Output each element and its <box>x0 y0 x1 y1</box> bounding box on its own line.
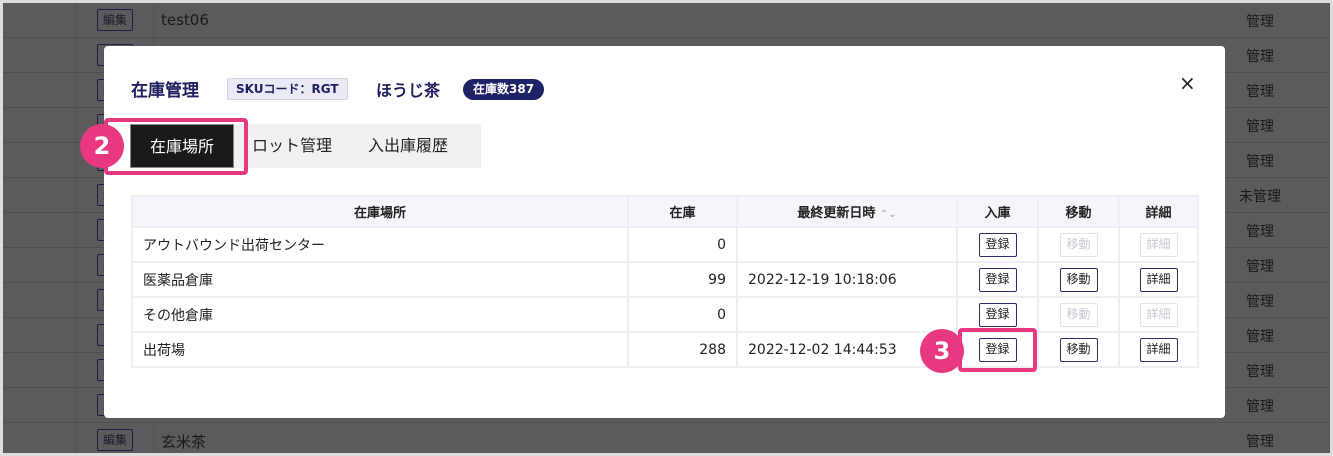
register-button[interactable]: 登録 <box>978 337 1017 362</box>
detail-button[interactable]: 詳細 <box>1139 337 1178 362</box>
updated-cell <box>736 226 958 263</box>
sort-icon[interactable]: ⌃⌄ <box>879 209 897 220</box>
table-row: 医薬品倉庫 99 2022-12-19 10:18:06 登録 移動 詳細 <box>131 261 1199 298</box>
step3-badge: 3 <box>920 329 964 373</box>
row-status: 管理 <box>1246 259 1274 275</box>
stock-cell: 0 <box>627 226 738 263</box>
tab-history[interactable]: 入出庫履歴 <box>368 136 449 155</box>
stock-cell: 99 <box>627 261 738 298</box>
step3-highlight <box>958 328 1037 372</box>
move-button[interactable]: 移動 <box>1059 337 1098 362</box>
row-status: 管理 <box>1246 84 1274 100</box>
col-updated-label: 最終更新日時 <box>797 206 876 221</box>
row-status: 管理 <box>1246 399 1274 415</box>
background-row: 編集 玄米茶 管理 <box>3 423 1330 453</box>
col-move: 移動 <box>1037 195 1120 228</box>
row-status: 管理 <box>1246 119 1274 135</box>
step2-badge: 2 <box>80 124 124 168</box>
row-status: 管理 <box>1246 434 1274 450</box>
updated-cell: 2022-12-19 10:18:06 <box>736 261 958 298</box>
move-button[interactable]: 移動 <box>1059 232 1098 257</box>
updated-cell <box>736 296 958 333</box>
location-cell: アウトバウンド出荷センター <box>131 226 629 263</box>
row-status: 管理 <box>1246 224 1274 240</box>
detail-button[interactable]: 詳細 <box>1139 267 1178 292</box>
product-name: ほうじ茶 <box>376 81 441 100</box>
row-name: 玄米茶 <box>161 433 207 451</box>
inventory-modal: 在庫管理 SKUコード：RGT ほうじ茶 在庫数387 × 在庫場所 ロット管理… <box>104 46 1225 418</box>
col-location: 在庫場所 <box>131 195 629 228</box>
location-cell: 医薬品倉庫 <box>131 261 629 298</box>
col-detail: 詳細 <box>1118 195 1199 228</box>
move-button[interactable]: 移動 <box>1059 302 1098 327</box>
location-table: 在庫場所 在庫 最終更新日時 ⌃⌄ 入庫 移動 詳細 アウトバウンド出荷センター… <box>131 195 1199 368</box>
edit-button[interactable]: 編集 <box>97 429 133 451</box>
row-status: 管理 <box>1246 294 1274 310</box>
table-row: その他倉庫 0 登録 移動 詳細 <box>131 296 1199 333</box>
col-updated[interactable]: 最終更新日時 ⌃⌄ <box>736 195 958 228</box>
stock-cell: 0 <box>627 296 738 333</box>
move-button[interactable]: 移動 <box>1059 267 1098 292</box>
edit-button[interactable]: 編集 <box>97 9 133 31</box>
background-row: 編集 test06 管理 <box>3 3 1330 38</box>
location-cell: 出荷場 <box>131 331 629 368</box>
row-status: 未管理 <box>1239 189 1281 205</box>
detail-button[interactable]: 詳細 <box>1139 232 1178 257</box>
tab-lot[interactable]: ロット管理 <box>252 136 333 155</box>
stock-count-badge: 在庫数387 <box>463 79 545 100</box>
row-status: 管理 <box>1246 14 1274 30</box>
col-in: 入庫 <box>956 195 1039 228</box>
register-button[interactable]: 登録 <box>978 302 1017 327</box>
row-status: 管理 <box>1246 49 1274 65</box>
sku-badge: SKUコード：RGT <box>227 78 348 100</box>
location-cell: その他倉庫 <box>131 296 629 333</box>
detail-button[interactable]: 詳細 <box>1139 302 1178 327</box>
tab-bar: 在庫場所 ロット管理 入出庫履歴 <box>130 124 481 168</box>
col-stock: 在庫 <box>627 195 738 228</box>
row-status: 管理 <box>1246 329 1274 345</box>
register-button[interactable]: 登録 <box>978 232 1017 257</box>
updated-cell: 2022-12-02 14:44:53 <box>736 331 958 368</box>
row-status: 管理 <box>1246 364 1274 380</box>
step2-highlight <box>104 118 248 175</box>
modal-title: 在庫管理 <box>131 81 199 101</box>
row-name: test06 <box>161 11 209 29</box>
row-status: 管理 <box>1246 154 1274 170</box>
tab-location[interactable]: 在庫場所 <box>130 124 234 168</box>
close-icon[interactable]: × <box>1179 71 1196 95</box>
table-row: アウトバウンド出荷センター 0 登録 移動 詳細 <box>131 226 1199 263</box>
table-row: 出荷場 288 2022-12-02 14:44:53 登録 移動 詳細 <box>131 331 1199 368</box>
stock-cell: 288 <box>627 331 738 368</box>
register-button[interactable]: 登録 <box>978 267 1017 292</box>
